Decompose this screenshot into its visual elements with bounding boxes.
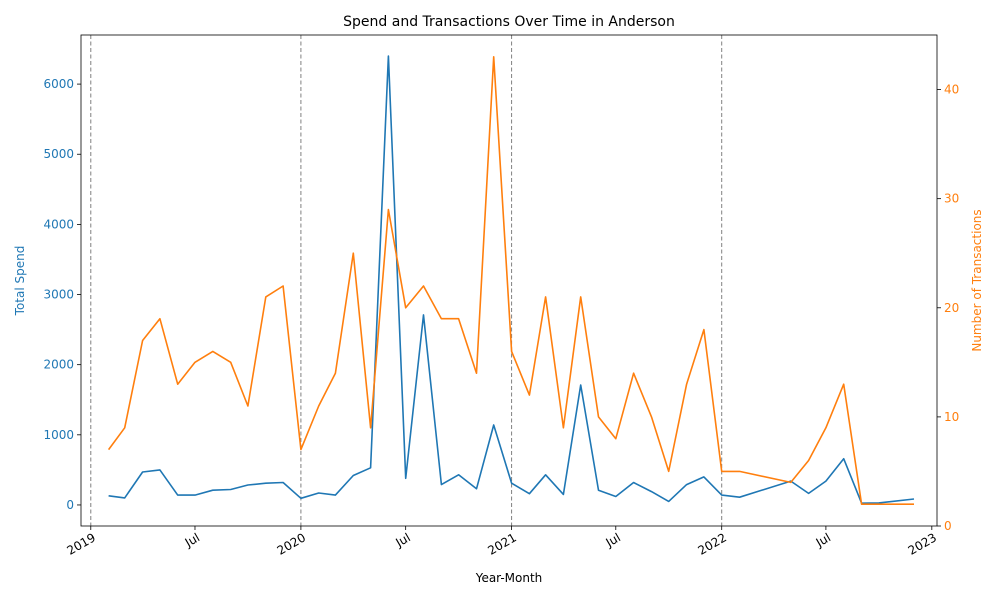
plot-frame	[80, 34, 938, 527]
x-tick-label: Jul	[392, 530, 412, 550]
x-axis-label: Year-Month	[475, 571, 543, 585]
y-left-tick-label: 6000	[43, 77, 74, 91]
y-left-tick-label: 2000	[43, 358, 74, 372]
x-tick-label: 2021	[485, 530, 518, 557]
transactions-line	[107, 55, 914, 506]
y-left-tick-label: 4000	[43, 217, 74, 231]
x-tick-label: 2020	[275, 530, 308, 557]
y-right-tick-label: 10	[944, 410, 959, 424]
x-tick-label: 2019	[65, 530, 98, 557]
y-left-tick-label: 3000	[43, 288, 74, 302]
y-right-tick-label: 0	[944, 519, 952, 533]
y-axis-left: 0 1000 2000 3000 4000 5000 6000	[43, 77, 81, 512]
y-axis-left-label: Total Spend	[13, 246, 27, 317]
vline-layer	[90, 35, 723, 526]
x-tick-label: 2022	[695, 530, 728, 557]
x-tick-label: 2023	[906, 530, 939, 557]
y-right-tick-label: 30	[944, 192, 959, 206]
chart-title: Spend and Transactions Over Time in Ande…	[343, 14, 675, 30]
y-left-tick-label: 5000	[43, 147, 74, 161]
y-left-tick-label: 1000	[43, 428, 74, 442]
x-tick-label: Jul	[813, 530, 833, 550]
spend-line	[108, 55, 915, 505]
y-right-tick-label: 40	[944, 83, 959, 97]
x-tick-label: Jul	[603, 530, 623, 550]
y-left-tick-label: 0	[66, 498, 74, 512]
y-axis-right: 0 10 20 30 40	[937, 83, 959, 533]
x-axis: 2019 Jul 2020 Jul 2021 Jul 2022 Jul 2023	[65, 526, 939, 558]
series-layer	[107, 55, 915, 506]
y-axis-right-label: Number of Transactions	[970, 209, 984, 351]
y-right-tick-label: 20	[944, 301, 959, 315]
x-tick-label: Jul	[182, 530, 202, 550]
